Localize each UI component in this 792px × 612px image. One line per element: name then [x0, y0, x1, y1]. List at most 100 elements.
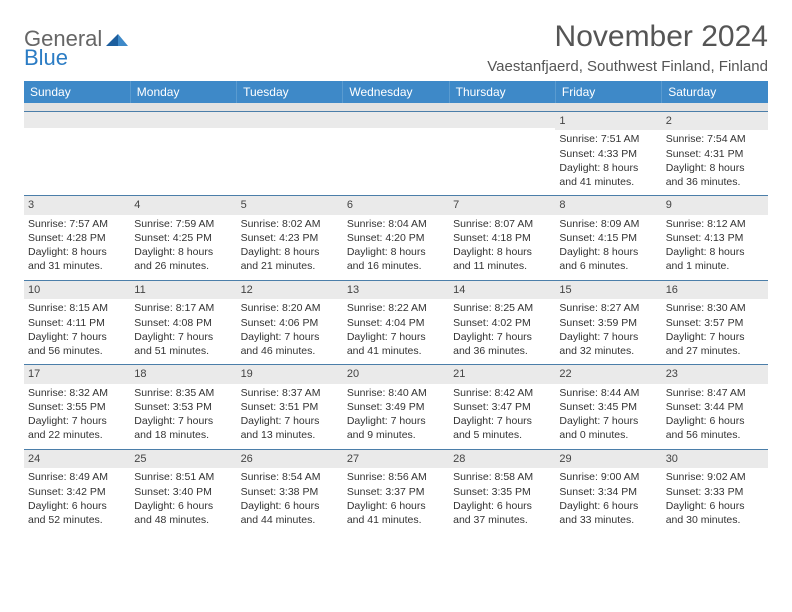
sunrise-text: Sunrise: 7:57 AM — [28, 217, 126, 231]
day-number: 29 — [555, 450, 661, 469]
day-details: Sunrise: 8:27 AMSunset: 3:59 PMDaylight:… — [555, 299, 661, 364]
daylight-text: Daylight: 7 hours and 51 minutes. — [134, 330, 232, 358]
sunset-text: Sunset: 4:25 PM — [134, 231, 232, 245]
sunrise-text: Sunrise: 8:12 AM — [666, 217, 764, 231]
daylight-text: Daylight: 8 hours and 11 minutes. — [453, 245, 551, 273]
daylight-text: Daylight: 7 hours and 41 minutes. — [347, 330, 445, 358]
sunset-text: Sunset: 4:18 PM — [453, 231, 551, 245]
day-details: Sunrise: 9:02 AMSunset: 3:33 PMDaylight:… — [662, 468, 768, 533]
day-number — [24, 112, 130, 128]
calendar-day-cell: 3Sunrise: 7:57 AMSunset: 4:28 PMDaylight… — [24, 196, 130, 281]
sunrise-text: Sunrise: 9:02 AM — [666, 470, 764, 484]
daylight-text: Daylight: 6 hours and 48 minutes. — [134, 499, 232, 527]
daylight-text: Daylight: 6 hours and 52 minutes. — [28, 499, 126, 527]
day-number: 11 — [130, 281, 236, 300]
daylight-text: Daylight: 8 hours and 21 minutes. — [241, 245, 339, 273]
day-details: Sunrise: 8:12 AMSunset: 4:13 PMDaylight:… — [662, 215, 768, 280]
daylight-text: Daylight: 6 hours and 56 minutes. — [666, 414, 764, 442]
day-details: Sunrise: 8:25 AMSunset: 4:02 PMDaylight:… — [449, 299, 555, 364]
calendar-day-cell: 4Sunrise: 7:59 AMSunset: 4:25 PMDaylight… — [130, 196, 236, 281]
calendar-day-cell: 30Sunrise: 9:02 AMSunset: 3:33 PMDayligh… — [662, 449, 768, 533]
daylight-text: Daylight: 6 hours and 41 minutes. — [347, 499, 445, 527]
day-details: Sunrise: 7:57 AMSunset: 4:28 PMDaylight:… — [24, 215, 130, 280]
weekday-header: Monday — [130, 81, 236, 103]
sunset-text: Sunset: 3:44 PM — [666, 400, 764, 414]
sunrise-text: Sunrise: 8:51 AM — [134, 470, 232, 484]
daylight-text: Daylight: 7 hours and 9 minutes. — [347, 414, 445, 442]
calendar-day-cell: 22Sunrise: 8:44 AMSunset: 3:45 PMDayligh… — [555, 365, 661, 450]
day-details: Sunrise: 8:40 AMSunset: 3:49 PMDaylight:… — [343, 384, 449, 449]
daylight-text: Daylight: 8 hours and 26 minutes. — [134, 245, 232, 273]
day-number — [343, 112, 449, 128]
day-details: Sunrise: 7:51 AMSunset: 4:33 PMDaylight:… — [555, 130, 661, 195]
logo-text-blue: Blue — [24, 45, 768, 71]
calendar-day-cell: 6Sunrise: 8:04 AMSunset: 4:20 PMDaylight… — [343, 196, 449, 281]
calendar-day-cell: 7Sunrise: 8:07 AMSunset: 4:18 PMDaylight… — [449, 196, 555, 281]
calendar-empty-cell — [24, 111, 130, 196]
day-number: 21 — [449, 365, 555, 384]
calendar-day-cell: 15Sunrise: 8:27 AMSunset: 3:59 PMDayligh… — [555, 280, 661, 365]
sunrise-text: Sunrise: 8:56 AM — [347, 470, 445, 484]
day-details: Sunrise: 8:56 AMSunset: 3:37 PMDaylight:… — [343, 468, 449, 533]
calendar-empty-cell — [237, 111, 343, 196]
daylight-text: Daylight: 8 hours and 31 minutes. — [28, 245, 126, 273]
sunset-text: Sunset: 3:51 PM — [241, 400, 339, 414]
calendar-day-cell: 14Sunrise: 8:25 AMSunset: 4:02 PMDayligh… — [449, 280, 555, 365]
daylight-text: Daylight: 6 hours and 37 minutes. — [453, 499, 551, 527]
sunset-text: Sunset: 3:55 PM — [28, 400, 126, 414]
sunrise-text: Sunrise: 8:09 AM — [559, 217, 657, 231]
day-number: 15 — [555, 281, 661, 300]
day-details: Sunrise: 8:35 AMSunset: 3:53 PMDaylight:… — [130, 384, 236, 449]
calendar-day-cell: 5Sunrise: 8:02 AMSunset: 4:23 PMDaylight… — [237, 196, 343, 281]
day-number: 6 — [343, 196, 449, 215]
sunrise-text: Sunrise: 8:17 AM — [134, 301, 232, 315]
day-number: 14 — [449, 281, 555, 300]
sunset-text: Sunset: 3:59 PM — [559, 316, 657, 330]
calendar-day-cell: 20Sunrise: 8:40 AMSunset: 3:49 PMDayligh… — [343, 365, 449, 450]
day-details: Sunrise: 8:44 AMSunset: 3:45 PMDaylight:… — [555, 384, 661, 449]
daylight-text: Daylight: 6 hours and 44 minutes. — [241, 499, 339, 527]
calendar-day-cell: 19Sunrise: 8:37 AMSunset: 3:51 PMDayligh… — [237, 365, 343, 450]
calendar-day-cell: 27Sunrise: 8:56 AMSunset: 3:37 PMDayligh… — [343, 449, 449, 533]
day-details: Sunrise: 9:00 AMSunset: 3:34 PMDaylight:… — [555, 468, 661, 533]
sunset-text: Sunset: 4:23 PM — [241, 231, 339, 245]
sunrise-text: Sunrise: 8:32 AM — [28, 386, 126, 400]
day-number: 24 — [24, 450, 130, 469]
day-details: Sunrise: 8:32 AMSunset: 3:55 PMDaylight:… — [24, 384, 130, 449]
day-details: Sunrise: 8:02 AMSunset: 4:23 PMDaylight:… — [237, 215, 343, 280]
sunset-text: Sunset: 3:40 PM — [134, 485, 232, 499]
sunset-text: Sunset: 3:35 PM — [453, 485, 551, 499]
sunrise-text: Sunrise: 8:54 AM — [241, 470, 339, 484]
sunrise-text: Sunrise: 8:40 AM — [347, 386, 445, 400]
day-details: Sunrise: 8:42 AMSunset: 3:47 PMDaylight:… — [449, 384, 555, 449]
day-details: Sunrise: 8:54 AMSunset: 3:38 PMDaylight:… — [237, 468, 343, 533]
sunset-text: Sunset: 4:13 PM — [666, 231, 764, 245]
day-number: 23 — [662, 365, 768, 384]
calendar-empty-cell — [449, 111, 555, 196]
day-details: Sunrise: 8:30 AMSunset: 3:57 PMDaylight:… — [662, 299, 768, 364]
calendar-day-cell: 24Sunrise: 8:49 AMSunset: 3:42 PMDayligh… — [24, 449, 130, 533]
day-details — [130, 128, 236, 180]
daylight-text: Daylight: 8 hours and 6 minutes. — [559, 245, 657, 273]
day-details: Sunrise: 8:20 AMSunset: 4:06 PMDaylight:… — [237, 299, 343, 364]
day-details: Sunrise: 8:58 AMSunset: 3:35 PMDaylight:… — [449, 468, 555, 533]
sunset-text: Sunset: 4:15 PM — [559, 231, 657, 245]
sunset-text: Sunset: 4:28 PM — [28, 231, 126, 245]
day-number: 22 — [555, 365, 661, 384]
daylight-text: Daylight: 7 hours and 36 minutes. — [453, 330, 551, 358]
calendar-empty-cell — [130, 111, 236, 196]
sunrise-text: Sunrise: 9:00 AM — [559, 470, 657, 484]
weekday-header-row: SundayMondayTuesdayWednesdayThursdayFrid… — [24, 81, 768, 103]
day-details: Sunrise: 8:37 AMSunset: 3:51 PMDaylight:… — [237, 384, 343, 449]
calendar-day-cell: 1Sunrise: 7:51 AMSunset: 4:33 PMDaylight… — [555, 111, 661, 196]
calendar-week-row: 10Sunrise: 8:15 AMSunset: 4:11 PMDayligh… — [24, 280, 768, 365]
sunset-text: Sunset: 3:53 PM — [134, 400, 232, 414]
sunrise-text: Sunrise: 8:20 AM — [241, 301, 339, 315]
sunrise-text: Sunrise: 8:35 AM — [134, 386, 232, 400]
calendar-table: SundayMondayTuesdayWednesdayThursdayFrid… — [24, 81, 768, 533]
sunrise-text: Sunrise: 8:07 AM — [453, 217, 551, 231]
daylight-text: Daylight: 7 hours and 13 minutes. — [241, 414, 339, 442]
sunrise-text: Sunrise: 8:25 AM — [453, 301, 551, 315]
sunset-text: Sunset: 3:34 PM — [559, 485, 657, 499]
day-details: Sunrise: 8:49 AMSunset: 3:42 PMDaylight:… — [24, 468, 130, 533]
